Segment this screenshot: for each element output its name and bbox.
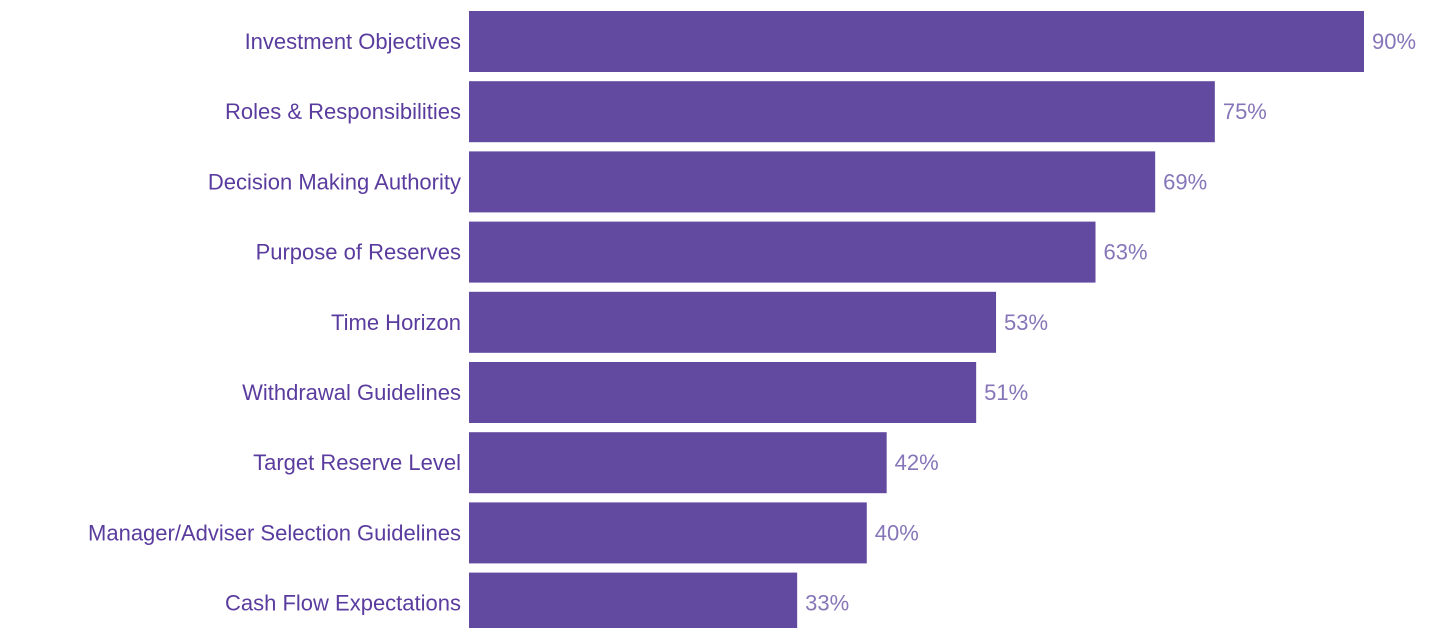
bar [469,151,1156,213]
value-label: 40% [875,520,919,545]
bar [469,432,887,494]
bar [469,11,1364,72]
value-label: 33% [805,591,849,616]
value-label: 42% [895,450,939,475]
category-label: Purpose of Reserves [256,240,461,265]
category-label: Decision Making Authority [208,169,461,194]
value-label: 63% [1104,240,1148,265]
value-label: 53% [1004,310,1048,335]
bar [469,221,1096,283]
bar [469,502,867,564]
category-label: Manager/Adviser Selection Guidelines [88,520,461,545]
category-label: Withdrawal Guidelines [242,380,461,405]
category-label: Target Reserve Level [253,450,461,475]
category-label: Roles & Responsibilities [225,99,461,124]
bar [469,572,798,633]
category-label: Investment Objectives [245,29,461,54]
bar [469,81,1215,143]
category-label: Cash Flow Expectations [225,591,461,616]
bar [469,362,977,423]
bar [469,291,997,353]
value-label: 51% [984,380,1028,405]
value-label: 75% [1223,99,1267,124]
category-label: Time Horizon [331,310,461,335]
value-label: 69% [1163,169,1207,194]
value-label: 90% [1372,29,1416,54]
